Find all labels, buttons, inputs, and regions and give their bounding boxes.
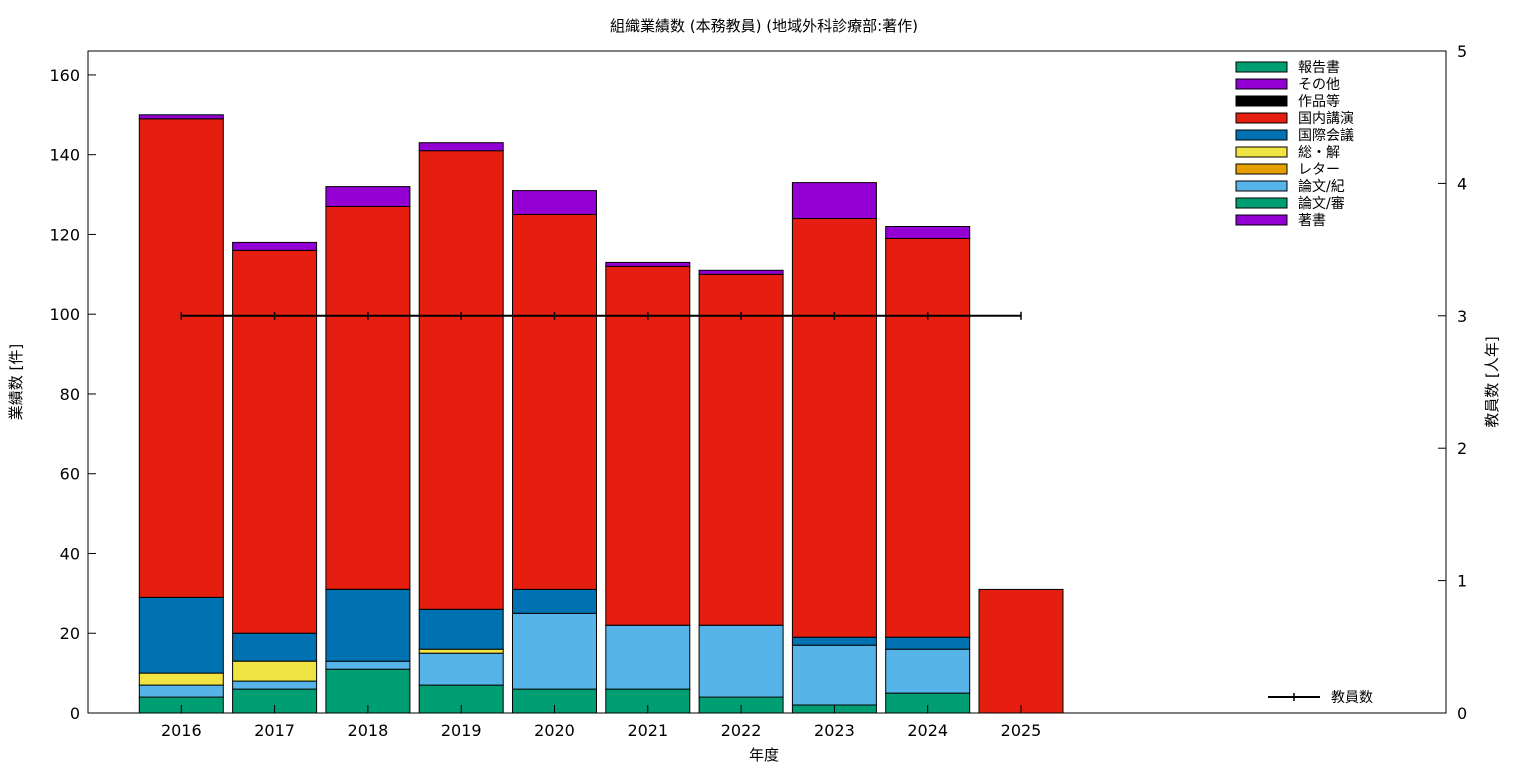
y-tick-label: 0 <box>70 704 80 723</box>
legend-label: 報告書 <box>1298 60 1340 76</box>
legend-swatch <box>1235 180 1288 192</box>
legend-label: 著書 <box>1298 213 1326 229</box>
y-tick-label: 140 <box>49 146 80 165</box>
x-tick-label: 2022 <box>721 721 762 740</box>
x-tick-label: 2021 <box>627 721 668 740</box>
y2-tick-label: 0 <box>1457 704 1467 723</box>
bar-segment <box>791 182 877 220</box>
bar-segment <box>232 632 318 662</box>
legend-label: レター <box>1298 162 1340 178</box>
legend-label: 作品等 <box>1298 93 1340 110</box>
y-tick-label: 100 <box>49 305 80 324</box>
y2-tick-label: 1 <box>1457 572 1467 591</box>
y2-axis-label: 教員数 [人年] <box>1483 336 1501 427</box>
bar-segment <box>418 150 504 610</box>
y2-tick-label: 4 <box>1457 174 1467 193</box>
bar-segment <box>138 596 224 674</box>
bar-segment <box>791 644 877 706</box>
bar-segment <box>512 190 597 216</box>
bar-segment <box>418 648 504 654</box>
y2-tick-label: 5 <box>1457 42 1467 61</box>
x-axis-label: 年度 <box>749 746 779 764</box>
bars-layer <box>138 114 1064 714</box>
x-tick-label: 2024 <box>907 721 948 740</box>
bar-segment <box>885 636 971 650</box>
legend-line-label: 教員数 <box>1331 690 1373 706</box>
bar-segment <box>418 142 504 152</box>
bar-segment <box>512 214 597 590</box>
axes-layer: 0 20 40 60 80 100 120 140 160 0 1 2 3 4 5 2016 2017 2018 2… <box>49 42 1467 740</box>
y-tick-label: 120 <box>49 225 80 244</box>
bar-segment <box>791 636 877 646</box>
line-layer <box>180 311 1022 320</box>
x-tick-label: 2023 <box>814 721 855 740</box>
legend-label: 論文/審 <box>1298 196 1345 212</box>
bar-segment <box>698 273 784 626</box>
bar-segment <box>138 114 224 120</box>
bar-segment <box>325 588 411 662</box>
y-tick-label: 160 <box>49 66 80 85</box>
y-tick-label: 80 <box>60 385 80 404</box>
bar-segment <box>885 648 971 694</box>
bar-segment <box>791 218 877 638</box>
bar-segment <box>885 237 971 638</box>
x-tick-label: 2020 <box>534 721 575 740</box>
y-tick-label: 60 <box>60 465 80 484</box>
bar-segment <box>605 265 691 626</box>
bar-segment <box>418 608 504 650</box>
bar-segment <box>605 624 691 690</box>
y-axis-label: 業績数 [件] <box>7 344 25 420</box>
legend-label: その他 <box>1298 77 1340 93</box>
bar-segment <box>512 612 597 690</box>
legend-swatch <box>1235 197 1288 209</box>
legend-swatch <box>1235 78 1288 90</box>
bar-segment <box>698 624 784 698</box>
legend-swatch <box>1235 146 1288 158</box>
bar-segment <box>232 249 318 634</box>
bar-segment <box>512 588 597 614</box>
x-tick-label: 2019 <box>441 721 482 740</box>
bar-segment <box>325 206 411 590</box>
bar-segment <box>232 680 318 690</box>
x-tick-label: 2016 <box>161 721 202 740</box>
chart-title: 組織業績数 (本務教員) (地域外科診療部:著作) <box>610 17 918 35</box>
legend-swatch <box>1235 214 1288 226</box>
x-tick-label: 2018 <box>348 721 389 740</box>
legend-label: 総・解 <box>1298 145 1340 161</box>
legend-swatch <box>1235 95 1288 107</box>
bar-segment <box>325 186 411 208</box>
legend-label: 論文/紀 <box>1298 179 1345 195</box>
legend-swatch <box>1235 163 1288 175</box>
bar-segment <box>978 588 1064 714</box>
legend-swatch <box>1235 129 1288 141</box>
bar-segment <box>885 226 971 239</box>
x-tick-label: 2017 <box>254 721 295 740</box>
x-tick-label: 2025 <box>1001 721 1042 740</box>
bar-segment <box>138 118 224 598</box>
bar-segment <box>605 261 691 267</box>
legend-swatch <box>1235 61 1288 73</box>
bar-segment <box>138 684 224 698</box>
bar-segment <box>698 269 784 275</box>
legend-label: 国際会議 <box>1298 127 1354 144</box>
y-tick-label: 20 <box>60 624 80 643</box>
y-tick-label: 40 <box>60 544 80 563</box>
legend-label: 国内講演 <box>1298 111 1354 127</box>
bar-segment <box>138 672 224 686</box>
y2-tick-label: 3 <box>1457 307 1467 326</box>
legend-swatch <box>1235 112 1288 124</box>
bar-segment <box>232 241 318 251</box>
plot-frame <box>87 50 1447 714</box>
bar-segment <box>232 660 318 682</box>
bar-segment <box>325 660 411 670</box>
y2-tick-label: 2 <box>1457 439 1467 458</box>
bar-segment <box>418 652 504 686</box>
